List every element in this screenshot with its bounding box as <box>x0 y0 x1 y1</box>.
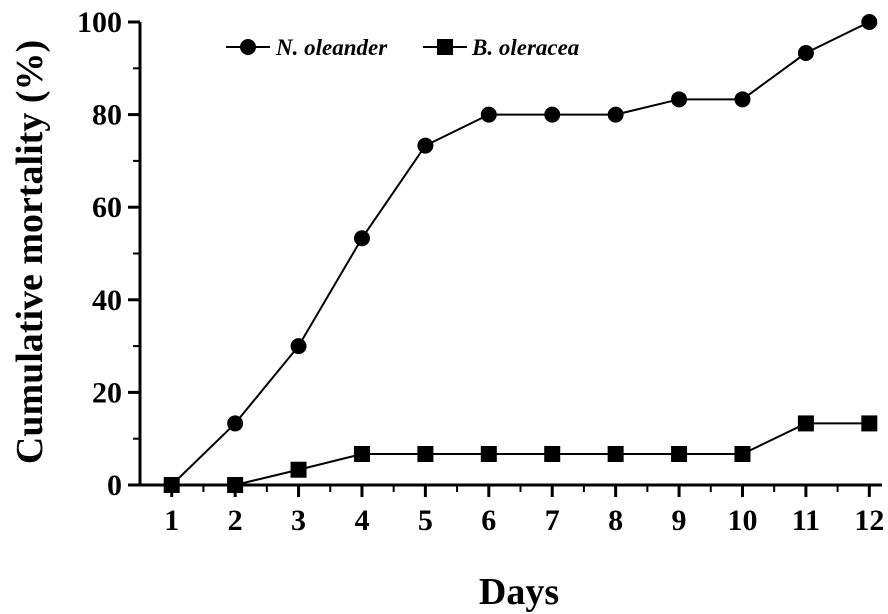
data-point-b-oleracea <box>734 445 751 462</box>
x-tick-label: 12 <box>854 504 884 537</box>
y-tick-label: 80 <box>92 99 122 132</box>
series-layer <box>163 14 878 493</box>
data-point-n-oleander <box>290 338 307 355</box>
legend: N. oleander B. oleracea <box>226 35 579 60</box>
data-point-n-oleander <box>861 14 878 30</box>
series-b-oleracea <box>163 415 878 493</box>
data-point-b-oleracea <box>544 445 561 462</box>
x-tick-label: 1 <box>164 504 179 537</box>
data-point-b-oleracea <box>353 445 370 462</box>
x-tick-label: 9 <box>672 504 687 537</box>
y-axis-title: Cumulative mortality (%) <box>9 40 51 464</box>
data-point-n-oleander <box>797 45 814 62</box>
y-axis-ticks: 0 20 40 60 80 100 <box>77 6 140 502</box>
data-point-b-oleracea <box>417 445 434 462</box>
y-tick-label: 20 <box>92 376 122 409</box>
data-point-n-oleander <box>734 91 751 108</box>
x-tick-label: 6 <box>481 504 496 537</box>
data-point-n-oleander <box>480 106 497 123</box>
data-point-b-oleracea <box>797 415 814 432</box>
x-tick-label: 7 <box>545 504 560 537</box>
x-tick-label: 4 <box>354 504 369 537</box>
series-line-b-oleracea <box>171 422 870 486</box>
data-point-n-oleander <box>353 230 370 247</box>
data-point-n-oleander <box>671 91 688 108</box>
series-line-n-oleander <box>171 21 870 486</box>
data-point-b-oleracea <box>480 445 497 462</box>
data-point-b-oleracea <box>227 477 244 493</box>
y-tick-label: 100 <box>77 6 122 39</box>
y-tick-label: 0 <box>107 469 122 502</box>
x-tick-label: 5 <box>418 504 433 537</box>
x-tick-label: 8 <box>608 504 623 537</box>
x-tick-label: 10 <box>727 504 757 537</box>
legend-label-n-oleander: N. oleander <box>275 35 388 60</box>
data-point-n-oleander <box>227 415 244 432</box>
data-point-n-oleander <box>417 137 434 154</box>
data-point-n-oleander <box>544 106 561 123</box>
data-point-b-oleracea <box>607 445 624 462</box>
x-tick-label: 3 <box>291 504 306 537</box>
legend-marker-n-oleander <box>240 39 256 55</box>
y-tick-label: 60 <box>92 191 122 224</box>
data-point-n-oleander <box>607 106 624 123</box>
data-point-b-oleracea <box>163 477 180 493</box>
y-tick-label: 40 <box>92 284 122 317</box>
data-point-b-oleracea <box>290 461 307 478</box>
x-tick-label: 11 <box>792 504 820 537</box>
x-axis-title: Days <box>479 571 559 613</box>
series-n-oleander <box>163 14 878 493</box>
x-tick-label: 2 <box>228 504 243 537</box>
x-axis-ticks: 1 2 3 4 5 6 7 8 9 10 11 12 <box>164 485 884 537</box>
data-point-b-oleracea <box>671 445 688 462</box>
data-point-b-oleracea <box>861 415 878 432</box>
chart-axes <box>138 22 882 487</box>
legend-marker-b-oleracea <box>437 39 453 55</box>
legend-label-b-oleracea: B. oleracea <box>471 35 579 60</box>
